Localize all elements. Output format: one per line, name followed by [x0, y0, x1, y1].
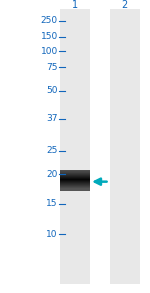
- Bar: [60, 188, 90, 189]
- Text: 37: 37: [46, 114, 58, 123]
- Bar: [60, 174, 90, 175]
- Bar: [60, 185, 90, 186]
- Text: 1: 1: [72, 0, 78, 10]
- Bar: [60, 172, 90, 173]
- Bar: [60, 177, 90, 178]
- Text: 2: 2: [121, 0, 128, 10]
- Bar: [60, 188, 90, 189]
- Bar: [60, 179, 90, 180]
- Bar: [60, 171, 90, 172]
- Bar: [60, 187, 90, 188]
- Text: 15: 15: [46, 199, 58, 208]
- Bar: [60, 186, 90, 187]
- Bar: [60, 173, 90, 174]
- Bar: [60, 182, 90, 183]
- Bar: [60, 184, 90, 185]
- Bar: [60, 190, 90, 191]
- Bar: [60, 184, 90, 185]
- Bar: [60, 9, 90, 284]
- Bar: [60, 181, 90, 182]
- Bar: [60, 175, 90, 176]
- Bar: [60, 176, 90, 177]
- Bar: [60, 173, 90, 174]
- Bar: [60, 180, 90, 181]
- Bar: [60, 170, 90, 171]
- Bar: [60, 185, 90, 186]
- Bar: [60, 189, 90, 190]
- Text: 10: 10: [46, 230, 58, 239]
- Text: 150: 150: [40, 32, 58, 41]
- Bar: [110, 9, 140, 284]
- Bar: [60, 182, 90, 183]
- Text: 75: 75: [46, 63, 58, 72]
- Text: 100: 100: [40, 47, 58, 56]
- Bar: [60, 171, 90, 172]
- Text: 20: 20: [46, 170, 58, 179]
- Bar: [60, 186, 90, 187]
- Text: 25: 25: [46, 146, 58, 155]
- Bar: [60, 178, 90, 179]
- Text: 250: 250: [41, 16, 58, 25]
- Bar: [60, 183, 90, 184]
- Bar: [60, 189, 90, 190]
- Text: 50: 50: [46, 86, 58, 95]
